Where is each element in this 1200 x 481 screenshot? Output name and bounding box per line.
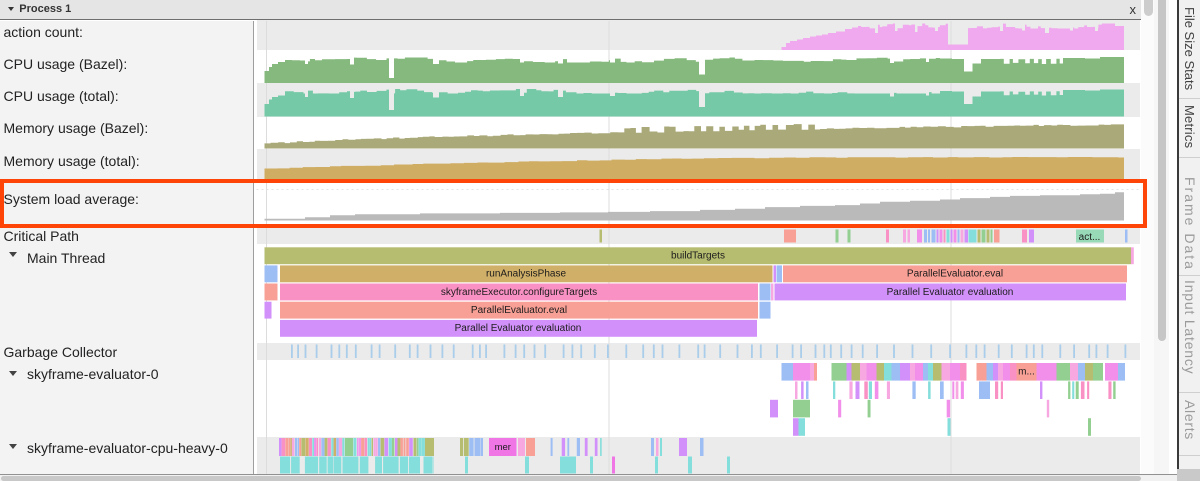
- svg-text:mer: mer: [495, 442, 511, 453]
- svg-text:ParallelEvaluator.eval: ParallelEvaluator.eval: [471, 305, 567, 316]
- svg-text:buildTargets: buildTargets: [671, 251, 725, 262]
- svg-text:skyframeExecutor.configureTarg: skyframeExecutor.configureTargets: [441, 287, 597, 298]
- svg-text:Parallel Evaluator evaluation: Parallel Evaluator evaluation: [887, 287, 1014, 298]
- svg-text:act...: act...: [1079, 232, 1101, 243]
- svg-text:Parallel Evaluator evaluation: Parallel Evaluator evaluation: [455, 323, 582, 334]
- svg-text:ParallelEvaluator.eval: ParallelEvaluator.eval: [907, 269, 1003, 280]
- svg-text:m...: m...: [1018, 367, 1035, 378]
- svg-text:runAnalysisPhase: runAnalysisPhase: [486, 269, 566, 280]
